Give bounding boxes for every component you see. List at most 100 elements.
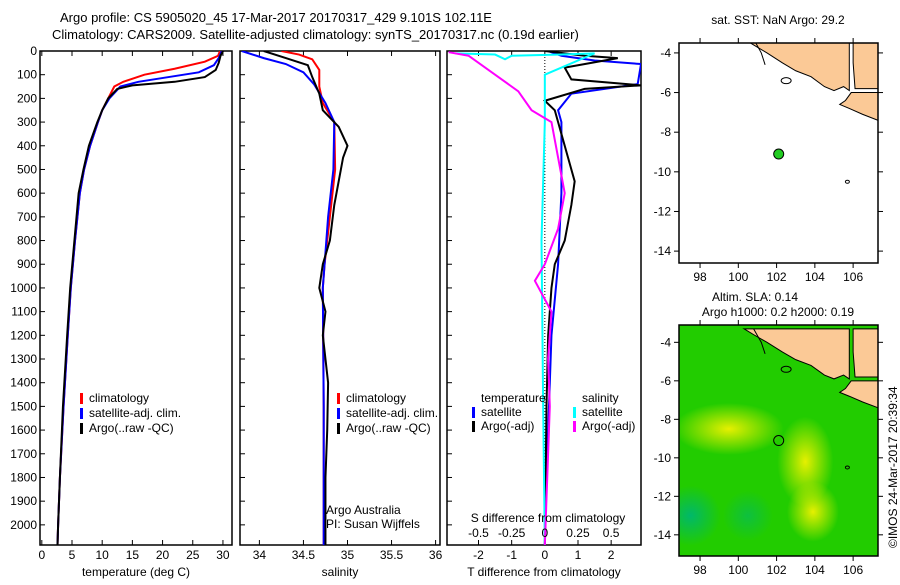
land-polygon	[838, 380, 878, 409]
sla-low	[722, 490, 773, 541]
x-tick-label: 0	[541, 548, 548, 562]
x-axis-label: T difference from climatology	[467, 565, 621, 579]
lat-tick-label: -8	[660, 412, 671, 426]
x-tick-label: 30	[216, 548, 230, 562]
legend-label: Argo(-adj)	[481, 419, 534, 433]
series-group	[56, 51, 224, 545]
copyright-text: ©IMOS 24-Mar-2017 20:39:34	[886, 386, 900, 548]
legend-header-salinity: salinity	[582, 391, 619, 405]
series-line-t-satellite	[543, 51, 641, 545]
y-tick-label: 1700	[10, 447, 37, 461]
y-tick-label: 1900	[10, 494, 37, 508]
x-tick-label: 25	[186, 548, 200, 562]
x-tick-label: 10	[96, 548, 110, 562]
x-tick-label: 1	[575, 548, 582, 562]
lon-tick-label: 100	[728, 270, 748, 284]
land-polygon	[852, 43, 878, 90]
lat-tick-label: -4	[660, 335, 671, 349]
legend-swatch	[573, 421, 576, 432]
y-tick-label: 400	[17, 139, 37, 153]
legend-label: satellite	[481, 405, 522, 419]
sla-map-title-1: Altim. SLA: 0.14	[712, 290, 798, 304]
legend-swatch	[472, 407, 475, 418]
legend-label: climatology	[346, 391, 406, 405]
lon-tick-label: 106	[843, 563, 863, 577]
top-tick-label: 0	[541, 526, 548, 540]
sla-high	[786, 481, 839, 542]
x-tick-label: 15	[126, 548, 140, 562]
series-group	[448, 51, 641, 545]
lon-tick-label: 100	[728, 563, 748, 577]
y-tick-label: 300	[17, 115, 37, 129]
plot-frame	[239, 50, 441, 546]
y-tick-label: 800	[17, 234, 37, 248]
lon-tick-label: 102	[767, 563, 787, 577]
legend-label: satellite	[582, 405, 623, 419]
x-tick-label: 20	[156, 548, 170, 562]
island-outline	[844, 465, 850, 470]
y-tick-label: 1400	[10, 376, 37, 390]
float-position-marker	[773, 148, 785, 160]
legend-label: Argo(..raw -QC)	[89, 421, 174, 435]
sst-map-title: sat. SST: NaN Argo: 29.2	[711, 13, 845, 27]
lat-tick-label: -12	[654, 204, 672, 218]
temperature-panel: 0 5 10 15 20 25 300100200300400500600700800900…	[10, 44, 233, 579]
series-group	[241, 51, 349, 545]
island-outline	[780, 365, 792, 373]
legend-label: satellite-adj. clim.	[346, 406, 438, 420]
y-tick-label: 100	[17, 68, 37, 82]
lon-tick-label: 106	[843, 270, 863, 284]
sla-map-panel: 98 100 102 104 106 -4 -6 -8 -10 -12 -14 Altim. SLA:…	[654, 290, 883, 577]
series-line-satellite-adj-clim-	[241, 51, 336, 545]
lon-tick-label: 102	[767, 270, 787, 284]
y-tick-label: 200	[17, 91, 37, 105]
y-tick-label: 1200	[10, 328, 37, 342]
x-tick-label: -1	[506, 548, 517, 562]
lon-tick-label: 98	[693, 270, 707, 284]
island-outline	[780, 77, 792, 85]
legend-swatch	[472, 421, 475, 432]
top-tick-label: 0.5	[603, 526, 620, 540]
lat-tick-label: -10	[654, 165, 672, 179]
top-tick-label: -0.5	[468, 526, 489, 540]
legend-swatch	[337, 393, 340, 404]
top-axis-label: S difference from climatology	[471, 511, 626, 525]
lon-tick-label: 98	[693, 563, 707, 577]
x-axis-label: temperature (deg C)	[82, 565, 190, 579]
salinity-panel: 34 34.5 35 35.5 36 salinity climatologysatelli…	[239, 50, 443, 579]
legend-label: Argo(..raw -QC)	[346, 421, 431, 435]
plot-frame	[39, 50, 233, 546]
title-line-1: Argo profile: CS 5905020_45 17-Mar-2017 …	[60, 10, 492, 25]
lat-tick-label: -10	[654, 451, 672, 465]
lon-tick-label: 104	[805, 270, 825, 284]
pi-text: PI: Susan Wijffels	[326, 517, 420, 531]
credit-text: Argo Australia	[326, 503, 401, 517]
series-line-argo-raw-qc-	[263, 51, 349, 545]
land-polygon	[852, 328, 878, 378]
y-tick-label: 600	[17, 186, 37, 200]
legend-label: climatology	[89, 391, 149, 405]
y-tick-label: 1500	[10, 399, 37, 413]
y-tick-label: 1300	[10, 352, 37, 366]
lat-tick-label: -14	[654, 244, 672, 258]
x-tick-label: 35	[341, 548, 355, 562]
lon-tick-label: 104	[805, 563, 825, 577]
difference-panel: -2 -1 0 1 2 T difference from climatology temp…	[446, 50, 642, 579]
x-tick-label: 5	[69, 548, 76, 562]
island-outline	[844, 179, 850, 184]
x-axis-label: salinity	[322, 565, 359, 579]
y-tick-label: 2000	[10, 518, 37, 532]
land-polygon	[742, 328, 850, 380]
series-line-t-argo-adj-	[542, 51, 641, 545]
y-tick-label: 700	[17, 210, 37, 224]
y-tick-label: 1000	[10, 281, 37, 295]
x-tick-label: 36	[429, 548, 443, 562]
map-content	[679, 325, 878, 556]
y-tick-label: 1800	[10, 470, 37, 484]
y-tick-label: 1100	[11, 305, 37, 319]
sla-high	[679, 402, 784, 455]
sla-low	[679, 485, 721, 546]
legend-swatch	[80, 423, 83, 434]
legend-label: Argo(-adj)	[582, 419, 635, 433]
